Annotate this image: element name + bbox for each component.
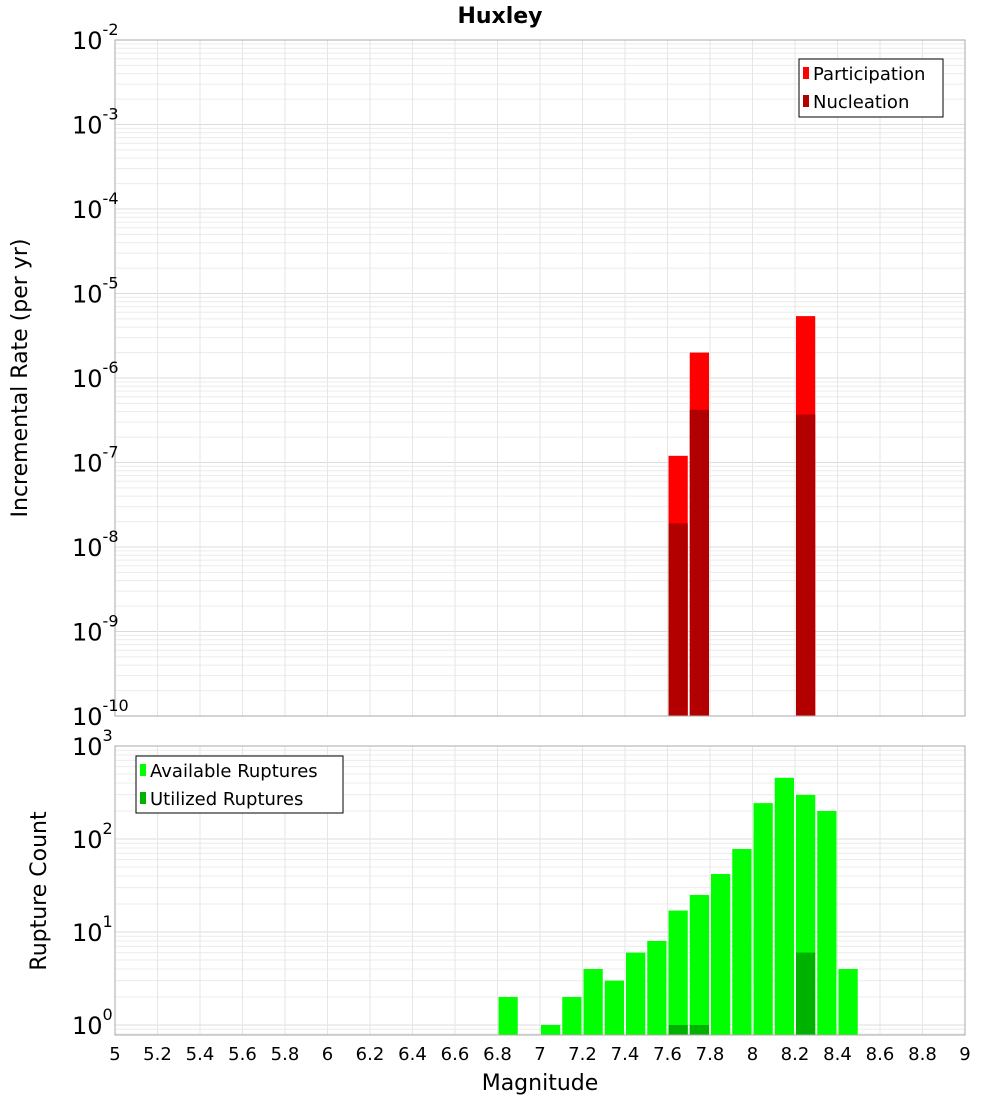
bottom-y-tick-label: 101 <box>72 912 113 947</box>
x-tick-label: 8.6 <box>866 1044 895 1065</box>
x-tick-label: 8 <box>747 1044 758 1065</box>
bottom-bar-available-ruptures <box>668 910 688 1035</box>
x-tick-label: 6.4 <box>398 1044 427 1065</box>
legend-label-utilized: Utilized Ruptures <box>150 789 303 810</box>
x-tick-label: 6 <box>322 1044 333 1065</box>
legend-swatch-utilized <box>140 792 146 804</box>
legend-swatch-available <box>140 764 146 776</box>
bottom-bar-available-ruptures <box>604 980 624 1035</box>
legend-label-participation: Participation <box>813 64 925 85</box>
top-y-tick-label: 10-8 <box>72 527 119 562</box>
x-tick-label: 5.8 <box>271 1044 300 1065</box>
bottom-bar-utilized-ruptures <box>796 952 816 1035</box>
legend-swatch-participation <box>803 67 809 79</box>
top-y-tick-label: 10-4 <box>72 189 119 224</box>
top-y-tick-label: 10-2 <box>72 20 119 55</box>
x-axis-label: Magnitude <box>482 1071 599 1096</box>
bottom-bar-available-ruptures <box>774 777 794 1035</box>
x-tick-label: 5.4 <box>186 1044 215 1065</box>
bottom-bar-available-ruptures <box>711 874 731 1035</box>
x-tick-label: 7.4 <box>611 1044 640 1065</box>
bottom-y-tick-label: 103 <box>72 726 113 761</box>
bottom-y-axis-label: Rupture Count <box>27 811 52 971</box>
x-tick-label: 7.8 <box>696 1044 725 1065</box>
bottom-y-tick-label: 100 <box>72 1005 113 1040</box>
legend-swatch-nucleation <box>803 95 809 107</box>
top-y-tick-label: 10-6 <box>72 358 119 393</box>
legend-top: Participation Nucleation <box>798 58 944 118</box>
x-tick-label: 7 <box>534 1044 545 1065</box>
bottom-bar-available-ruptures <box>689 894 709 1035</box>
bottom-bar-available-ruptures <box>626 952 646 1035</box>
bottom-bar-utilized-ruptures <box>668 1024 688 1035</box>
bottom-plot-border <box>114 745 966 1036</box>
top-plot-border <box>114 39 966 717</box>
bottom-bar-available-ruptures <box>647 940 667 1035</box>
legend-label-nucleation: Nucleation <box>813 92 909 113</box>
bottom-bar-available-ruptures <box>753 803 773 1035</box>
bottom-bar-available-ruptures <box>838 968 858 1035</box>
x-tick-label: 8.8 <box>908 1044 937 1065</box>
x-tick-label: 5.6 <box>228 1044 257 1065</box>
top-bar-nucleation <box>668 523 688 716</box>
top-y-axis-label: Incremental Rate (per yr) <box>8 239 33 518</box>
x-tick-label: 9 <box>959 1044 970 1065</box>
chart-title: Huxley <box>457 4 542 29</box>
bottom-bar-available-ruptures <box>498 996 518 1035</box>
x-tick-label: 6.6 <box>441 1044 470 1065</box>
x-tick-label: 5 <box>109 1044 120 1065</box>
top-bar-nucleation <box>796 414 816 716</box>
x-tick-label: 8.4 <box>823 1044 852 1065</box>
top-y-tick-label: 10-5 <box>72 274 119 309</box>
top-y-tick-label: 10-10 <box>72 696 129 731</box>
bottom-bar-available-ruptures <box>562 996 582 1035</box>
x-tick-label: 7.6 <box>653 1044 682 1065</box>
top-y-tick-label: 10-7 <box>72 443 119 478</box>
x-tick-label: 8.2 <box>781 1044 810 1065</box>
x-tick-label: 6.2 <box>356 1044 385 1065</box>
top-y-tick-label: 10-9 <box>72 612 119 647</box>
x-tick-label: 7.2 <box>568 1044 597 1065</box>
bottom-bar-available-ruptures <box>817 810 837 1035</box>
top-y-tick-label: 10-3 <box>72 105 119 140</box>
top-plot: 10-10 10-9 10-8 10-7 10-6 10-5 10-4 10-3 10-2 <box>72 20 966 731</box>
bottom-bar-utilized-ruptures <box>689 1024 709 1035</box>
bottom-bar-available-ruptures <box>541 1024 561 1035</box>
legend-label-available: Available Ruptures <box>150 761 318 782</box>
top-bar-nucleation <box>689 409 709 716</box>
x-tick-label: 5.2 <box>143 1044 172 1065</box>
x-tick-label: 6.8 <box>483 1044 512 1065</box>
bottom-y-tick-label: 102 <box>72 819 113 854</box>
legend-bottom: Available Ruptures Utilized Ruptures <box>135 755 344 814</box>
bottom-bar-available-ruptures <box>583 968 603 1035</box>
bottom-bar-available-ruptures <box>732 849 752 1035</box>
